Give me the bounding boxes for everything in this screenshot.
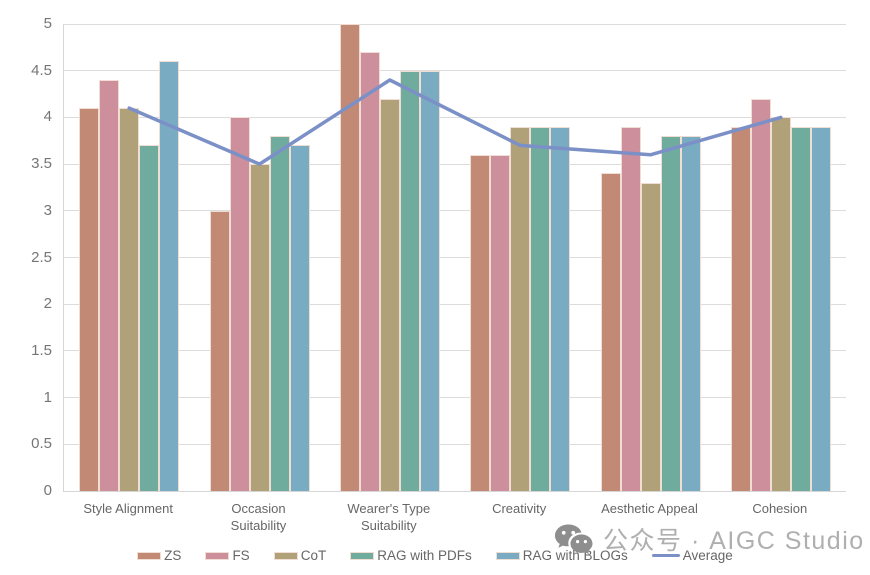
bar-zs-aesthetic-appeal xyxy=(600,173,621,491)
bar-fs-occasion-suitability xyxy=(229,117,250,491)
x-category-label: Style Alignment xyxy=(83,501,173,516)
bar-cot-wearer-s-type-suitability xyxy=(379,98,400,491)
gridline xyxy=(64,443,846,445)
legend-item-zs: ZS xyxy=(137,548,181,563)
bar-rag-with-pdfs-aesthetic-appeal xyxy=(660,136,681,491)
bar-rag-with-blogs-cohesion xyxy=(810,126,831,491)
bar-rag-with-pdfs-cohesion xyxy=(790,126,811,491)
bar-fs-cohesion xyxy=(750,98,771,491)
gridline xyxy=(64,210,846,212)
average-line xyxy=(127,78,783,166)
bar-fs-aesthetic-appeal xyxy=(620,126,641,491)
x-category-label: Wearer's Type Suitability xyxy=(347,501,431,533)
bar-rag-with-blogs-aesthetic-appeal xyxy=(680,136,701,491)
legend-label: FS xyxy=(232,548,250,563)
y-tick-label: 5 xyxy=(43,15,52,32)
bar-rag-with-pdfs-occasion-suitability xyxy=(269,136,290,491)
bar-rag-with-blogs-creativity xyxy=(550,126,571,491)
bar-zs-wearer-s-type-suitability xyxy=(339,24,360,491)
legend-swatch xyxy=(137,551,162,560)
legend-item-cot: CoT xyxy=(273,548,327,563)
bar-rag-with-pdfs-creativity xyxy=(530,126,551,491)
legend-label: ZS xyxy=(164,548,182,563)
bar-fs-creativity xyxy=(490,154,511,491)
x-category-label: Creativity xyxy=(492,501,547,516)
y-tick-label: 0 xyxy=(43,482,52,499)
y-tick-label: 1 xyxy=(43,388,52,406)
legend: ZS FS CoT RAG with PDFs RAG with BLOGs Averag… xyxy=(0,548,870,563)
legend-item-fs: FS xyxy=(205,548,250,563)
legend-swatch xyxy=(205,551,230,560)
legend-line-swatch xyxy=(651,553,680,558)
legend-label: CoT xyxy=(300,548,327,563)
bar-fs-style-alignment xyxy=(99,80,120,491)
y-tick-label: 2.5 xyxy=(31,248,52,266)
gridline xyxy=(64,303,846,305)
gridline xyxy=(64,397,846,399)
y-tick-label: 2 xyxy=(43,295,52,313)
y-tick-label: 3 xyxy=(43,201,52,219)
y-tick-label: 4.5 xyxy=(31,61,52,79)
bar-rag-with-blogs-style-alignment xyxy=(159,61,180,491)
bar-zs-style-alignment xyxy=(79,108,100,491)
bar-cot-aesthetic-appeal xyxy=(640,182,661,491)
gridline xyxy=(64,116,846,118)
gridline xyxy=(64,350,846,352)
bar-rag-with-pdfs-style-alignment xyxy=(139,145,160,491)
y-tick-label: 1.5 xyxy=(31,341,52,359)
legend-item-average: Average xyxy=(651,548,733,563)
gridline xyxy=(64,23,846,25)
gridline xyxy=(64,70,846,72)
x-category-label: Aesthetic Appeal xyxy=(601,501,698,516)
x-category-label: Cohesion xyxy=(752,501,808,516)
bar-rag-with-blogs-occasion-suitability xyxy=(289,145,310,491)
y-tick-label: 4 xyxy=(43,108,52,126)
y-tick-label: 3.5 xyxy=(31,155,52,173)
bar-zs-creativity xyxy=(470,154,491,491)
y-tick-label: 0.5 xyxy=(31,435,52,453)
legend-item-rag-with-pdfs: RAG with PDFs xyxy=(350,548,472,563)
bar-zs-occasion-suitability xyxy=(209,210,230,491)
legend-label: RAG with BLOGs xyxy=(522,548,628,563)
legend-swatch xyxy=(495,551,520,560)
legend-swatch xyxy=(350,551,375,560)
legend-label: Average xyxy=(682,548,733,563)
legend-label: RAG with PDFs xyxy=(377,548,472,563)
bar-cot-creativity xyxy=(510,126,531,491)
legend-swatch xyxy=(273,551,298,560)
bar-fs-wearer-s-type-suitability xyxy=(359,52,380,491)
bar-rag-with-pdfs-wearer-s-type-suitability xyxy=(399,70,420,491)
gridline xyxy=(64,257,846,258)
legend-item-rag-with-blogs: RAG with BLOGs xyxy=(495,548,628,563)
gridline xyxy=(64,163,846,165)
x-category-label: Occasion Suitability xyxy=(230,501,287,533)
plot-area xyxy=(63,23,846,492)
bar-rag-with-blogs-wearer-s-type-suitability xyxy=(419,70,440,491)
